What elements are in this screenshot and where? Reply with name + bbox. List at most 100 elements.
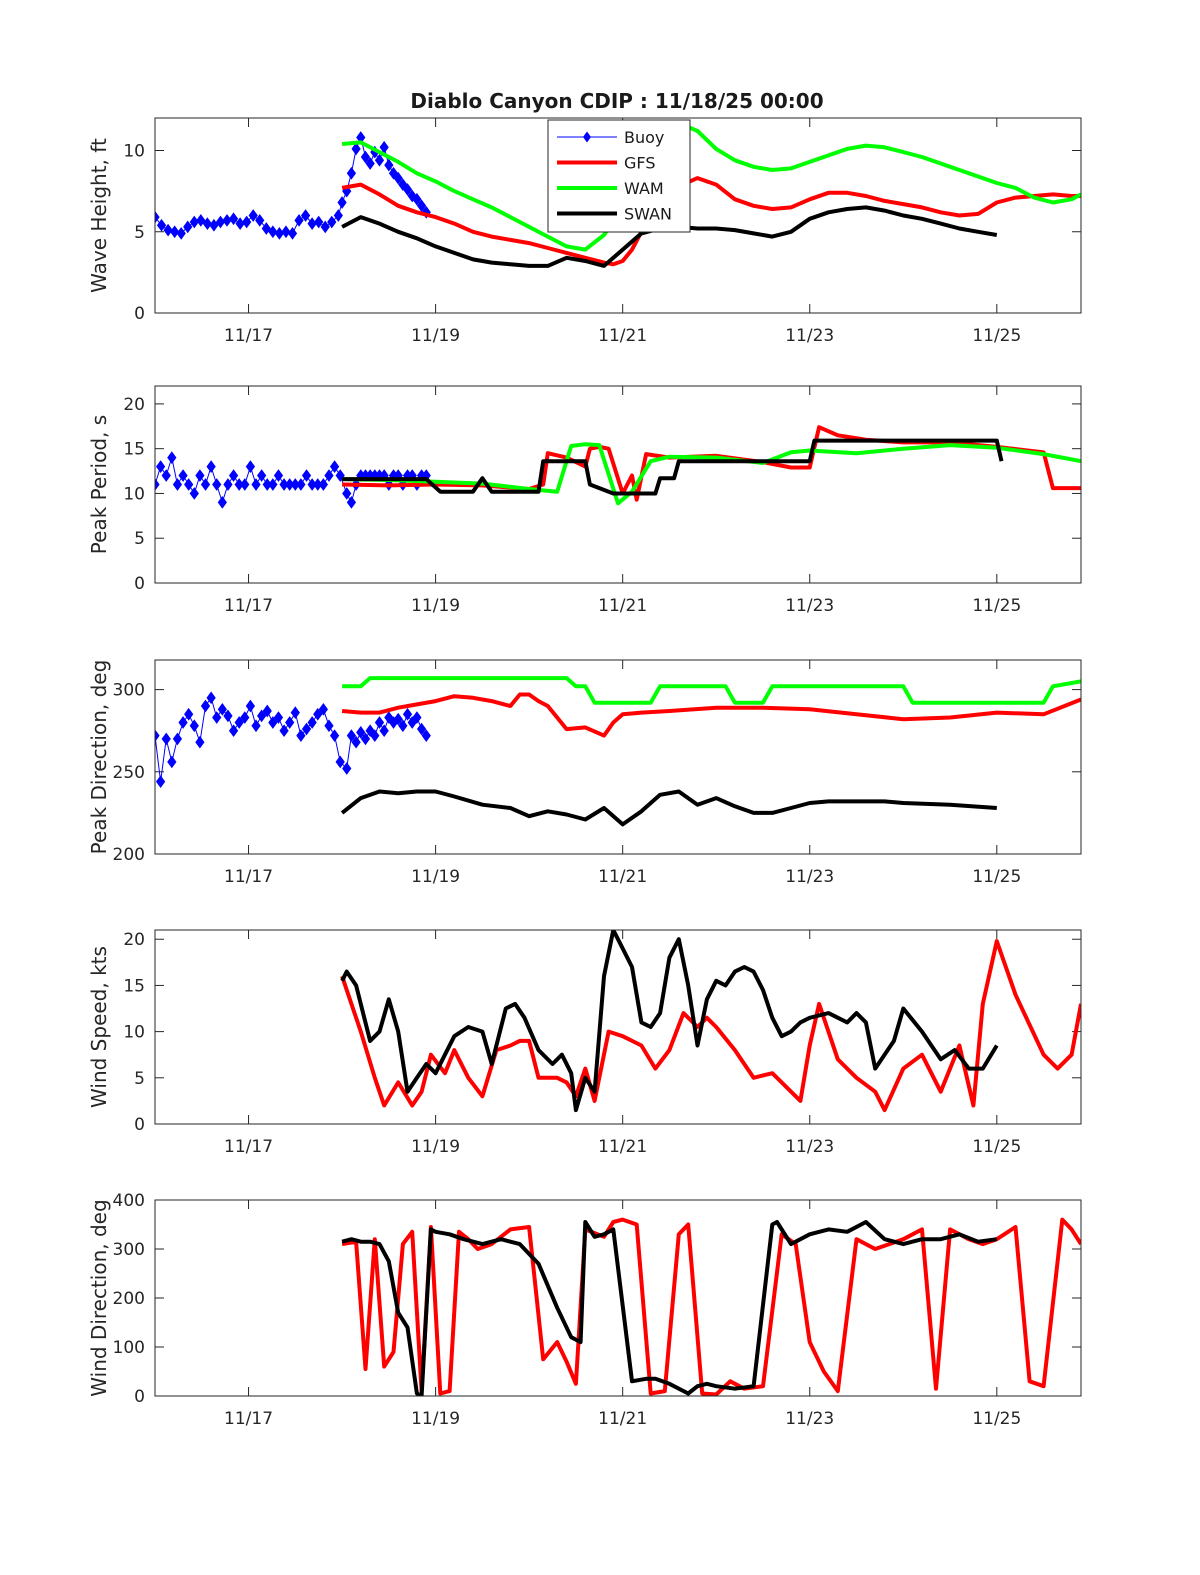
x-tick-label: 11/25 [972, 326, 1021, 346]
buoy-marker [365, 157, 375, 170]
buoy-marker [223, 478, 233, 491]
y-tick-label: 0 [134, 1387, 145, 1407]
x-tick-label: 11/21 [598, 1137, 647, 1157]
buoy-marker [178, 469, 188, 482]
buoy-marker [273, 711, 284, 724]
buoy-marker [287, 227, 298, 240]
buoy-marker [217, 702, 227, 716]
x-tick-label: 11/21 [598, 596, 647, 616]
buoy-marker [172, 478, 183, 491]
y-tick-label: 10 [123, 484, 145, 504]
x-tick-label: 11/25 [972, 1409, 1021, 1429]
buoy-marker [360, 732, 371, 746]
buoy-marker [251, 719, 261, 733]
x-tick-label: 11/21 [598, 867, 647, 887]
buoy-marker [212, 711, 222, 724]
y-tick-label: 0 [134, 574, 145, 594]
x-tick-label: 11/17 [224, 867, 273, 887]
series-wam-line [342, 442, 1081, 506]
y-tick-label: 20 [123, 395, 145, 415]
axes-box [154, 1199, 1082, 1397]
y-tick-label: 5 [134, 223, 145, 243]
buoy-marker [183, 220, 193, 234]
buoy-marker [178, 716, 188, 729]
buoy-marker [196, 214, 206, 227]
buoy-marker [206, 691, 216, 705]
y-tick-label: 300 [113, 681, 145, 701]
legend-entry-buoy: Buoy [557, 128, 664, 147]
x-tick-label: 11/23 [785, 596, 834, 616]
buoy-marker [301, 469, 312, 482]
buoy-marker [412, 711, 422, 724]
legend: Buoy GFS WAM SWAN [547, 119, 691, 233]
axes-box [154, 929, 1082, 1125]
x-tick-label: 11/25 [972, 596, 1021, 616]
buoy-marker [202, 217, 212, 230]
y-tick-label: 300 [113, 1240, 145, 1260]
buoy-marker [320, 220, 330, 234]
series-buoy-line [155, 697, 427, 783]
buoy-marker [262, 704, 272, 718]
buoy-marker [155, 210, 160, 224]
buoy-marker [195, 469, 205, 482]
buoy-marker [402, 183, 413, 196]
x-tick-label: 11/17 [224, 1137, 273, 1157]
buoy-marker [416, 199, 427, 213]
buoy-marker [163, 223, 173, 237]
y-axis-label: Peak Direction, deg [87, 660, 111, 855]
panel-wind-direction: 11/17 11/19 11/21 11/23 11/25 0 100 200 300 400Wi… [87, 1191, 1082, 1429]
buoy-marker [329, 460, 340, 473]
x-tick-label: 11/17 [224, 326, 273, 346]
buoy-marker [337, 196, 347, 209]
buoy-marker [206, 460, 216, 473]
buoy-marker [176, 227, 186, 240]
buoy-marker [318, 478, 328, 491]
buoy-marker [228, 469, 239, 482]
x-tick-label: 11/19 [411, 867, 460, 887]
y-tick-label: 0 [134, 304, 145, 324]
x-tick-label: 11/23 [785, 326, 834, 346]
x-tick-label: 11/21 [598, 1409, 647, 1429]
series-swan-line [341, 1220, 998, 1396]
buoy-marker [356, 725, 366, 739]
x-tick-label: 11/23 [785, 867, 834, 887]
buoy-marker [155, 775, 166, 789]
buoy-marker [172, 732, 183, 746]
series-gfs-line [341, 692, 1081, 738]
panel-wave-height: 11/17 11/19 11/21 11/23 11/25 0 5 10 Wave Height… [87, 117, 1082, 346]
series-wam-line [342, 676, 1081, 705]
buoy-marker [342, 487, 352, 500]
x-tick-label: 11/19 [411, 596, 460, 616]
buoy-marker [351, 735, 361, 749]
buoy-marker [329, 729, 340, 742]
buoy-marker [412, 192, 422, 206]
y-tick-label: 200 [113, 845, 145, 865]
series-group [155, 425, 1081, 509]
series-group [340, 930, 1081, 1113]
buoy-marker [281, 225, 291, 239]
buoy-marker [248, 209, 258, 222]
buoy-marker [346, 496, 357, 509]
buoy-marker [393, 171, 403, 185]
y-tick-label: 20 [123, 930, 145, 950]
buoy-marker [307, 716, 317, 729]
buoy-marker [257, 709, 267, 723]
buoy-marker [200, 699, 211, 713]
buoy-marker [161, 732, 171, 746]
buoy-marker [257, 469, 267, 482]
y-tick-label: 100 [113, 1338, 145, 1358]
y-tick-label: 15 [123, 976, 145, 996]
x-tick-label: 11/19 [411, 326, 460, 346]
buoy-marker [318, 702, 328, 716]
series-wam-line [341, 120, 1081, 252]
y-axis-label: Wind Direction, deg [87, 1199, 111, 1396]
y-axis-label: Wave Height, ft [87, 138, 111, 293]
buoy-marker [314, 215, 324, 229]
buoy-marker [234, 716, 244, 729]
buoy-marker [296, 478, 306, 491]
buoy-marker [170, 225, 180, 239]
buoy-marker [240, 711, 250, 724]
buoy-marker [279, 724, 289, 738]
axes-box [154, 659, 1082, 855]
